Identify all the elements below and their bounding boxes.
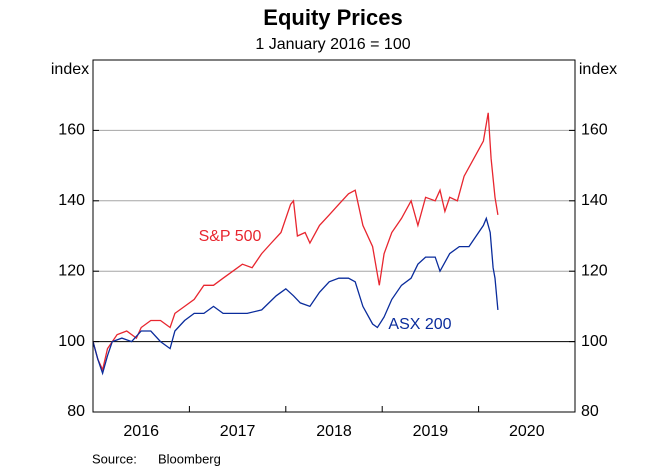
series-line (92, 216, 499, 376)
x-tick-label: 2020 (509, 423, 545, 440)
x-tick-label: 2016 (123, 423, 159, 440)
y-tick-label: 160 (58, 122, 85, 139)
y-axis-label: index (51, 61, 89, 78)
y-tick-label: 80 (67, 403, 85, 420)
series-label: ASX 200 (388, 316, 451, 333)
y2-tick-label: 160 (581, 122, 608, 139)
y2-axis-label: index (579, 61, 617, 78)
chart-title: Equity Prices (263, 5, 402, 30)
y-tick-label: 120 (58, 262, 85, 279)
x-tick-label: 2017 (220, 423, 256, 440)
y2-tick-label: 120 (581, 262, 608, 279)
x-tick-label: 2019 (413, 423, 449, 440)
source-label: Source: (92, 451, 137, 466)
y2-tick-label: 140 (581, 192, 608, 209)
y2-tick-label: 80 (581, 403, 599, 420)
x-tick-label: 2018 (316, 423, 352, 440)
chart-subtitle: 1 January 2016 = 100 (255, 36, 410, 53)
source: Bloomberg (158, 451, 221, 466)
y2-tick-label: 100 (581, 333, 608, 350)
series-line (92, 112, 499, 372)
series-label: S&P 500 (199, 228, 262, 245)
y-tick-label: 140 (58, 192, 85, 209)
y-tick-label: 100 (58, 333, 85, 350)
plot-frame (92, 59, 576, 413)
